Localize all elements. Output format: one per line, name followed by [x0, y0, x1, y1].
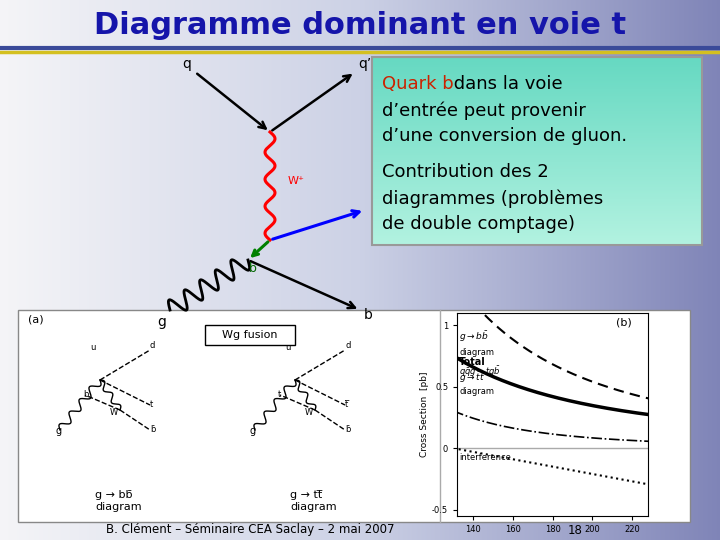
Text: u: u — [285, 343, 290, 352]
Text: g: g — [158, 315, 166, 329]
Bar — [18, 310, 690, 522]
Text: B. Clément – Séminaire CEA Saclay – 2 mai 2007: B. Clément – Séminaire CEA Saclay – 2 ma… — [106, 523, 395, 537]
Text: d: d — [150, 341, 156, 350]
Text: de double comptage): de double comptage) — [382, 215, 575, 233]
Bar — [372, 57, 702, 245]
Text: d: d — [345, 341, 351, 350]
Text: Contribution des 2: Contribution des 2 — [382, 163, 549, 181]
Text: g → tt̅: g → tt̅ — [290, 490, 323, 500]
Text: diagrammes (problèmes: diagrammes (problèmes — [382, 189, 603, 207]
Text: diagram: diagram — [459, 348, 494, 357]
Text: b̄: b̄ — [345, 425, 351, 434]
Text: Quark b: Quark b — [382, 75, 454, 93]
Text: diagram: diagram — [290, 502, 337, 512]
Text: $q\bar{q}g\to tq\bar{b}$: $q\bar{q}g\to tq\bar{b}$ — [459, 364, 501, 379]
Text: q: q — [183, 57, 192, 71]
Text: b: b — [83, 390, 89, 399]
Text: (b): (b) — [616, 318, 632, 327]
Text: interference: interference — [459, 454, 511, 462]
Text: $g\to t\bar{t}$: $g\to t\bar{t}$ — [459, 370, 485, 384]
Text: Wg fusion: Wg fusion — [222, 330, 278, 340]
Text: t: t — [150, 400, 153, 409]
Text: W: W — [305, 408, 313, 417]
Y-axis label: Cross Section  [pb]: Cross Section [pb] — [420, 372, 429, 457]
Text: t: t — [370, 200, 376, 214]
Text: b: b — [364, 308, 372, 322]
Text: (a): (a) — [28, 315, 44, 325]
Bar — [205, 325, 295, 345]
Text: b: b — [249, 261, 257, 274]
Text: Diagramme dominant en voie t: Diagramme dominant en voie t — [94, 10, 626, 39]
Text: t̅: t̅ — [345, 400, 348, 409]
Text: diagram: diagram — [459, 387, 494, 396]
Text: u: u — [90, 343, 95, 352]
Text: diagram: diagram — [95, 502, 142, 512]
Text: $g\to b\bar{b}$: $g\to b\bar{b}$ — [459, 329, 489, 344]
X-axis label: Top Quark Mass  $m_t$  [GeV]: Top Quark Mass $m_t$ [GeV] — [492, 539, 613, 540]
Text: dans la voie: dans la voie — [448, 75, 562, 93]
Text: d’entrée peut provenir: d’entrée peut provenir — [382, 101, 586, 119]
Text: g: g — [55, 426, 61, 436]
Text: Total: Total — [459, 357, 486, 367]
Text: g: g — [250, 426, 256, 436]
Text: q’: q’ — [359, 57, 372, 71]
Text: b̄: b̄ — [150, 425, 156, 434]
Text: d’une conversion de gluon.: d’une conversion de gluon. — [382, 127, 627, 145]
Text: 18: 18 — [567, 523, 582, 537]
Text: W⁺: W⁺ — [288, 176, 305, 186]
Text: g → bb̄: g → bb̄ — [95, 490, 132, 500]
Text: W: W — [110, 408, 118, 417]
Text: t: t — [278, 390, 282, 399]
